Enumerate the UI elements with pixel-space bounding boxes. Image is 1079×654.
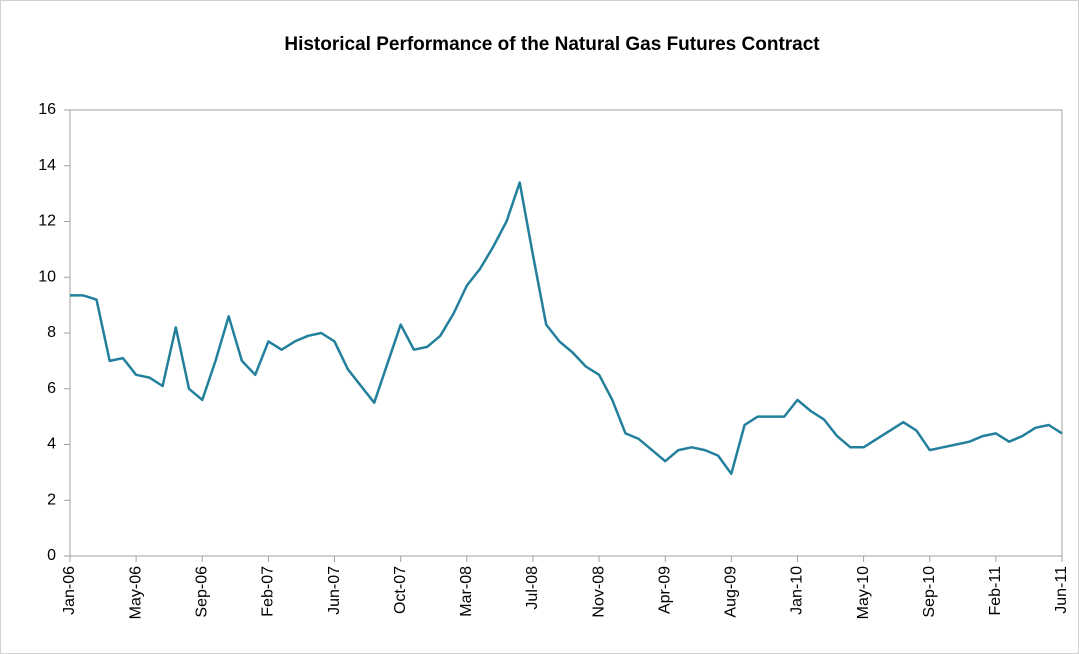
x-tick-label: Jun-11 bbox=[1053, 566, 1070, 614]
x-tick-label: Sep-10 bbox=[921, 566, 938, 618]
x-tick-label: May-10 bbox=[855, 566, 872, 619]
x-tick-label: Aug-09 bbox=[723, 566, 740, 618]
x-tick-label: Jan-10 bbox=[789, 566, 806, 615]
x-tick-label: Apr-09 bbox=[656, 566, 673, 614]
x-tick-label: Feb-11 bbox=[987, 566, 1004, 616]
line-series bbox=[70, 181, 1063, 476]
chart-title: Historical Performance of the Natural Ga… bbox=[284, 34, 820, 55]
x-tick-label: Jul-08 bbox=[524, 566, 541, 610]
x-tick-label: Jun-07 bbox=[326, 566, 343, 615]
y-tick-label: 0 bbox=[47, 547, 56, 564]
y-tick-label: 14 bbox=[38, 157, 56, 174]
x-tick-label: May-06 bbox=[127, 566, 144, 619]
x-tick-label: Oct-07 bbox=[392, 566, 409, 614]
y-tick-label: 10 bbox=[38, 268, 56, 285]
x-tick-label: Mar-08 bbox=[458, 566, 475, 617]
x-tick-label: Nov-08 bbox=[590, 566, 607, 618]
y-tick-label: 2 bbox=[47, 491, 56, 508]
x-tick-label: Feb-07 bbox=[260, 566, 277, 617]
y-tick-label: 4 bbox=[47, 436, 56, 453]
x-tick-label: Sep-06 bbox=[193, 566, 210, 618]
y-tick-label: 8 bbox=[47, 324, 56, 341]
y-tick-label: 6 bbox=[47, 380, 56, 397]
x-tick-label: Jan-06 bbox=[61, 566, 78, 615]
y-tick-label: 12 bbox=[38, 213, 56, 230]
y-tick-label: 16 bbox=[38, 101, 56, 118]
